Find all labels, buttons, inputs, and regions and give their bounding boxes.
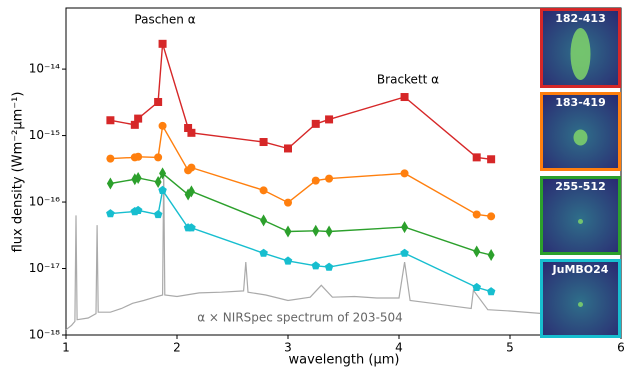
marker [487, 212, 496, 221]
marker [259, 186, 268, 195]
marker [401, 221, 409, 234]
marker [312, 224, 320, 237]
marker [187, 185, 195, 198]
series-line [110, 43, 492, 160]
thumbnail-label: 182-413 [555, 12, 606, 25]
marker [260, 214, 268, 227]
marker [283, 256, 293, 265]
annotation: Paschen α [134, 13, 195, 27]
marker [187, 128, 196, 137]
thumbnail: JuMBO24 [540, 259, 621, 338]
marker [311, 119, 320, 128]
marker [259, 248, 268, 257]
plot-frame [65, 7, 622, 336]
marker [134, 114, 143, 123]
marker [486, 287, 496, 296]
marker [472, 282, 481, 291]
source [578, 219, 583, 224]
x-tick-label: 4 [395, 341, 403, 355]
x-tick-label: 1 [62, 341, 70, 355]
marker [106, 177, 114, 190]
marker [159, 167, 167, 180]
marker [134, 172, 142, 185]
series-line [110, 123, 492, 217]
y-tick-label: 10⁻¹⁶ [29, 195, 60, 209]
marker [472, 153, 481, 162]
marker [106, 154, 115, 163]
marker [106, 209, 115, 218]
marker [259, 138, 268, 147]
marker [487, 155, 496, 164]
marker [284, 144, 292, 153]
x-tick-label: 6 [617, 341, 625, 355]
marker [134, 152, 143, 161]
source [570, 28, 591, 80]
thumbnail-label: 255-512 [555, 180, 606, 193]
marker [325, 225, 333, 238]
series-line [110, 188, 492, 293]
series-line [110, 172, 492, 256]
marker [325, 174, 334, 183]
marker [284, 198, 292, 207]
marker [400, 248, 409, 257]
source [573, 129, 588, 146]
marker [400, 169, 409, 178]
y-tick-label: 10⁻¹⁸ [29, 328, 60, 342]
marker [158, 121, 167, 130]
spectrum-label: α × NIRSpec spectrum of 203-504 [197, 311, 403, 325]
thumbnail-label: JuMBO24 [552, 263, 609, 276]
marker [324, 262, 334, 271]
marker [400, 93, 409, 102]
marker [153, 210, 163, 219]
marker [311, 261, 320, 270]
thumbnail: 183-419 [540, 92, 621, 171]
x-tick-label: 2 [173, 341, 181, 355]
marker [154, 176, 162, 189]
x-axis-label: wavelength (µm) [289, 353, 400, 368]
marker [158, 185, 167, 194]
x-tick-label: 5 [506, 341, 514, 355]
annotation: Brackett α [377, 73, 439, 87]
marker [130, 120, 139, 129]
source [578, 302, 583, 307]
marker [158, 39, 167, 48]
thumbnail: 255-512 [540, 176, 621, 255]
marker [184, 123, 193, 132]
y-tick-label: 10⁻¹⁷ [29, 261, 60, 275]
thumbnail-image [540, 176, 621, 255]
spectrum-line [65, 170, 544, 331]
marker [472, 210, 481, 219]
thumbnail: 182-413 [540, 8, 621, 88]
marker [284, 225, 292, 238]
marker [187, 223, 196, 232]
marker [133, 205, 143, 214]
marker [106, 116, 115, 125]
marker [325, 115, 334, 124]
marker [311, 176, 320, 185]
y-tick-label: 10⁻¹⁵ [29, 128, 60, 142]
thumbnail-label: 183-419 [555, 96, 606, 109]
marker [187, 163, 196, 172]
x-tick-label: 3 [284, 341, 292, 355]
marker [154, 153, 163, 162]
marker [487, 248, 495, 261]
thumbnail-image [540, 259, 621, 338]
marker [154, 97, 163, 106]
y-tick-label: 10⁻¹⁴ [29, 62, 60, 76]
marker [473, 245, 481, 258]
y-axis-label: flux density (Wm⁻²µm⁻¹) [11, 92, 26, 253]
